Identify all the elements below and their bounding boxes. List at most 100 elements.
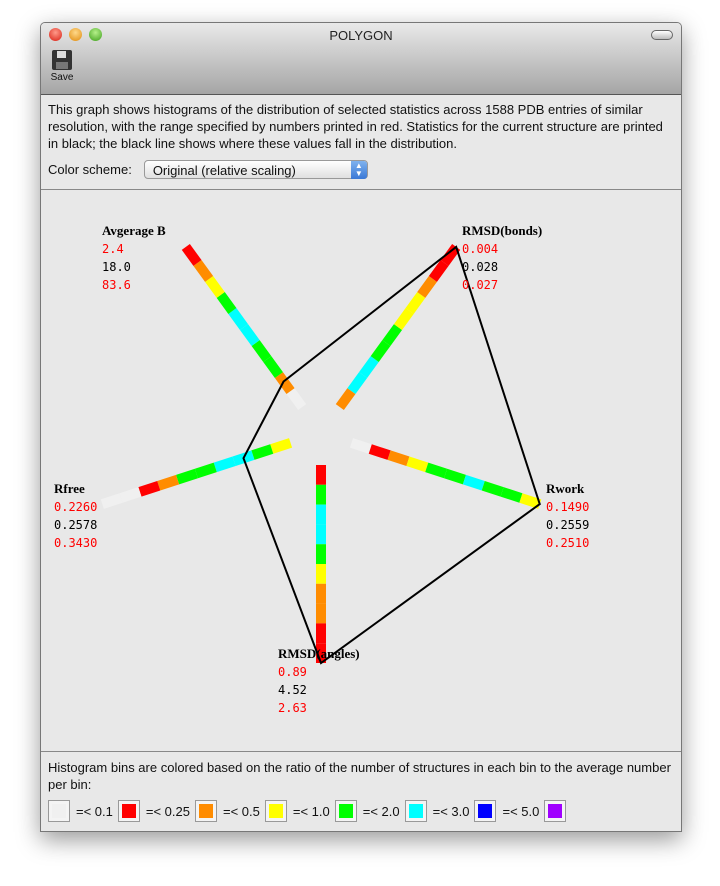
- axis-max: 0.027: [462, 278, 499, 292]
- histogram-bin: [393, 308, 414, 330]
- axis-label-group: RMSD(angles) 0.89 4.52 2.63: [278, 645, 360, 717]
- axis-max: 2.63: [278, 701, 307, 715]
- legend-swatch: [404, 800, 427, 822]
- legend-swatch: [264, 800, 287, 822]
- histogram-bin: [417, 276, 437, 298]
- axis-max: 0.2510: [546, 536, 590, 550]
- histogram-bin: [138, 480, 161, 497]
- histogram-bin: [462, 474, 485, 491]
- axis-name: Rfree: [54, 481, 85, 496]
- legend-label: =< 0.1: [76, 803, 113, 819]
- histogram-bin: [286, 388, 307, 411]
- histogram-bin: [405, 292, 426, 314]
- legend-label: =< 5.0: [502, 803, 540, 819]
- histogram-bin: [176, 468, 198, 485]
- save-button[interactable]: Save: [47, 50, 77, 83]
- histogram-bin: [213, 456, 236, 473]
- histogram-bin: [193, 260, 214, 282]
- axis-min: 2.4: [102, 242, 124, 256]
- color-scheme-value: Original (relative scaling): [152, 163, 296, 178]
- toolbar-toggle-button[interactable]: [651, 30, 673, 40]
- axis-name: Rwork: [546, 481, 585, 496]
- axis-min: 0.004: [462, 242, 499, 256]
- histogram-bin: [274, 372, 295, 395]
- histogram-bin: [194, 462, 217, 479]
- histogram-bin: [368, 444, 391, 460]
- histogram-bin: [444, 468, 466, 485]
- histogram-bin: [228, 308, 249, 330]
- histogram-bin: [119, 487, 142, 503]
- histogram-bin: [263, 356, 283, 379]
- histogram-bin: [205, 276, 225, 298]
- histogram-bin: [500, 487, 523, 503]
- histogram-bin: [428, 260, 449, 282]
- title-bar: POLYGON Save: [41, 23, 681, 95]
- current-structure-polygon: [242, 245, 541, 665]
- axis-name: Avgerage B: [102, 223, 166, 238]
- floppy-disk-icon: [52, 50, 72, 70]
- window-title: POLYGON: [329, 28, 393, 43]
- legend-label: =< 2.0: [362, 803, 400, 819]
- axis-current: 0.2559: [546, 518, 590, 532]
- axis-label-group: Rwork 0.1490 0.2559 0.2510: [546, 480, 589, 552]
- histogram-bin: [251, 340, 272, 362]
- axis-max: 83.6: [102, 278, 131, 292]
- legend-swatch: [48, 800, 70, 822]
- up-down-arrows-icon: ▲ ▼: [350, 161, 367, 179]
- histogram-bin: [347, 372, 368, 395]
- histogram-bin: [216, 292, 237, 314]
- legend-label: =< 0.25: [145, 803, 190, 819]
- polygon-window: POLYGON Save This graph shows histograms…: [40, 22, 682, 832]
- axis-label-group: Avgerage B 2.4 18.0 83.6: [102, 222, 166, 294]
- axis-current: 18.0: [102, 260, 131, 274]
- legend-label: =< 0.5: [222, 803, 260, 819]
- legend-label: =< 3.0: [432, 803, 470, 819]
- histogram-bin: [359, 356, 379, 379]
- histogram-bin: [270, 438, 293, 454]
- legend-label: =< 1.0: [292, 803, 330, 819]
- histogram-bin: [181, 243, 202, 266]
- histogram-bin: [349, 438, 372, 454]
- minimize-button[interactable]: [69, 28, 82, 41]
- axis-name: RMSD(angles): [278, 646, 360, 661]
- histogram-bin: [382, 324, 403, 346]
- description-text: This graph shows histograms of the distr…: [48, 102, 663, 151]
- histogram-bin: [100, 493, 123, 509]
- axis-min: 0.2260: [54, 500, 98, 514]
- axis-current: 0.028: [462, 260, 499, 274]
- axis-current: 0.2578: [54, 518, 98, 532]
- histogram-bin: [519, 493, 542, 509]
- description-panel: This graph shows histograms of the distr…: [41, 95, 681, 190]
- axis-max: 0.3430: [54, 536, 98, 550]
- axis-min: 0.89: [278, 665, 307, 679]
- legend-swatch: [117, 800, 140, 822]
- histogram-bin: [481, 480, 504, 497]
- histogram-bin: [157, 474, 180, 491]
- legend-swatch: [194, 800, 217, 822]
- legend-swatch: [474, 800, 497, 822]
- color-scheme-label: Color scheme:: [48, 162, 132, 177]
- zoom-button[interactable]: [89, 28, 102, 41]
- color-scheme-select[interactable]: Original (relative scaling) ▲ ▼: [143, 160, 368, 179]
- histogram-bin: [370, 340, 391, 362]
- legend-swatches: =< 0.1 =< 0.25 =< 0.5 =< 1.0 =< 2.0 =< 3.0 =< …: [48, 800, 567, 822]
- legend-swatch: [334, 800, 357, 822]
- axis-name: RMSD(bonds): [462, 223, 543, 238]
- legend-panel: Histogram bins are colored based on the …: [41, 751, 681, 831]
- axis-label-group: RMSD(bonds) 0.004 0.028 0.027: [462, 222, 542, 294]
- save-label: Save: [50, 72, 74, 83]
- polygon-chart: [100, 243, 542, 665]
- histogram-bin: [425, 462, 448, 479]
- histogram-bin: [251, 444, 274, 460]
- histogram-bin: [387, 450, 410, 466]
- close-button[interactable]: [49, 28, 62, 41]
- polygon-plot: Avgerage B 2.4 18.0 83.6 RMSD(bonds) 0.004 0.0…: [41, 190, 681, 751]
- histogram-bin: [335, 388, 356, 411]
- axis-current: 4.52: [278, 683, 307, 697]
- legend-text: Histogram bins are colored based on the …: [48, 760, 671, 792]
- axis-label-group: Rfree 0.2260 0.2578 0.3430: [54, 480, 97, 552]
- histogram-bin: [239, 324, 260, 346]
- axis-min: 0.1490: [546, 500, 590, 514]
- histogram-bin: [406, 456, 429, 473]
- legend-swatch: [544, 800, 567, 822]
